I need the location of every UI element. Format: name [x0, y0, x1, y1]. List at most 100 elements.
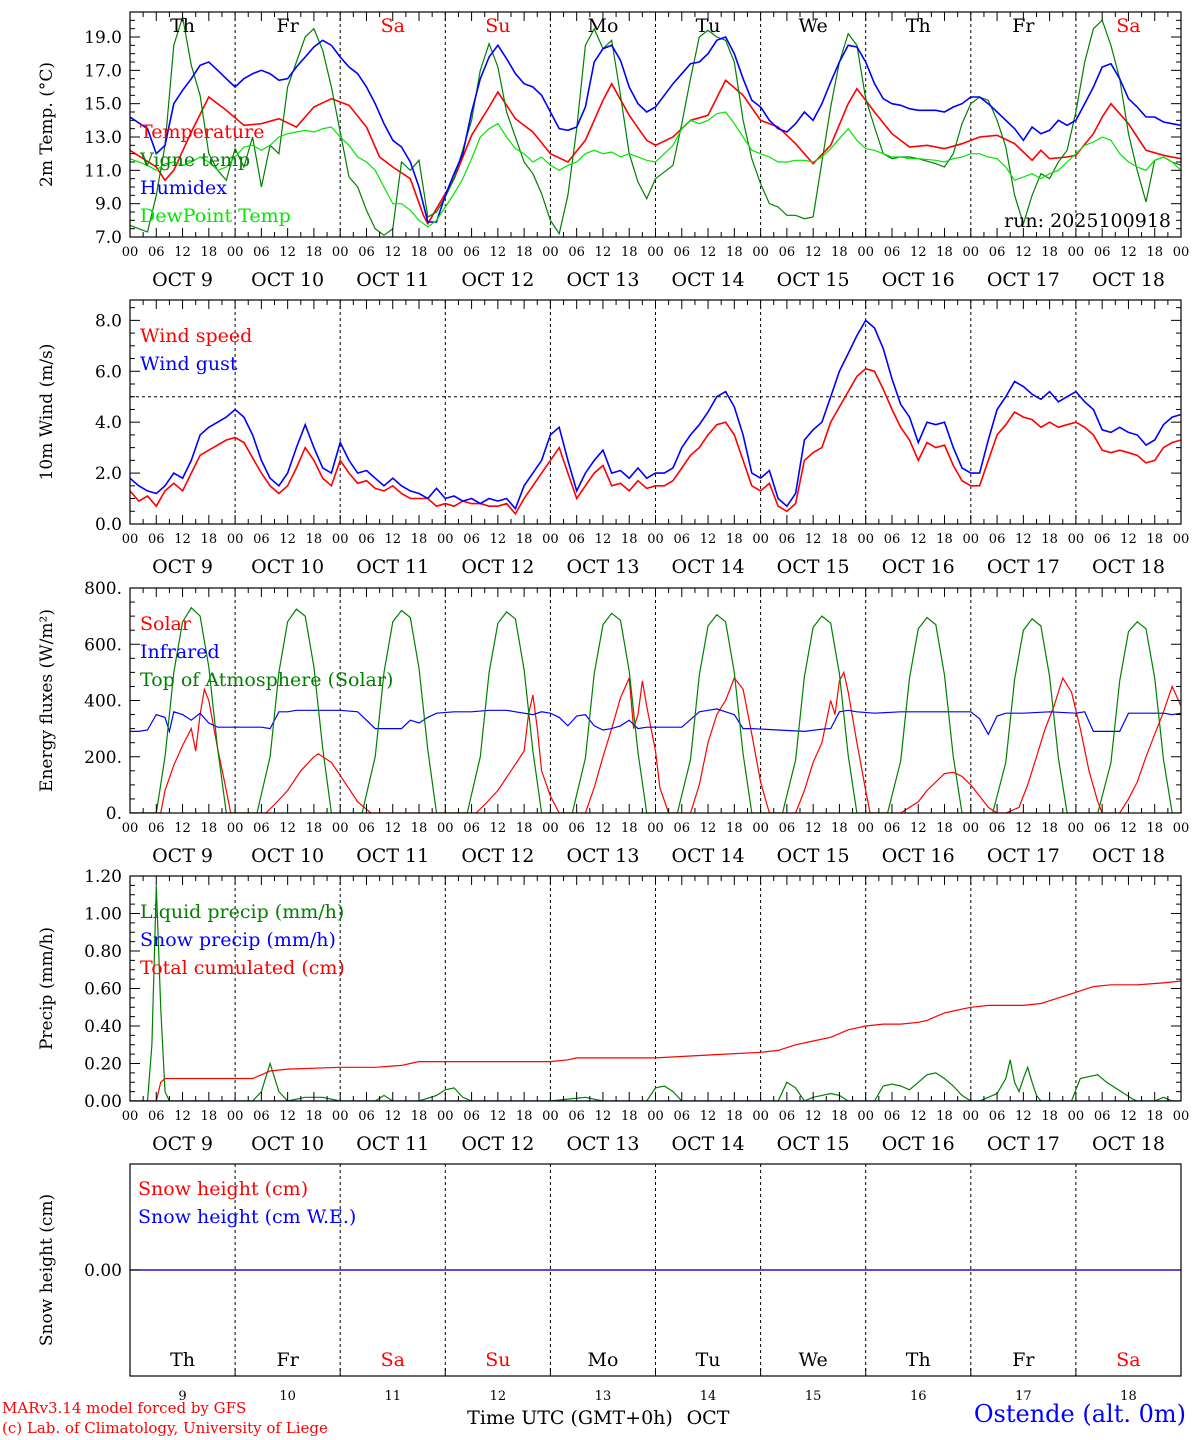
- legend-entry: Wind speed: [140, 325, 252, 347]
- hour-tick-label: 18: [831, 821, 848, 836]
- legend-entry: Temperature: [140, 121, 264, 143]
- hour-tick-label: 00: [1173, 532, 1190, 547]
- hour-tick-label: 00: [857, 532, 874, 547]
- date-label: OCT 13: [566, 845, 639, 867]
- date-label: OCT 12: [461, 269, 534, 291]
- model-credit: MARv3.14 model forced by GFS (c) Lab. of…: [2, 1398, 328, 1438]
- hour-tick-label: 12: [1120, 821, 1137, 836]
- hour-tick-label: 18: [201, 532, 218, 547]
- y-tick-label: 17.0: [84, 61, 122, 81]
- hour-tick-label: 06: [253, 1109, 270, 1124]
- credit-line-2: (c) Lab. of Climatology, University of L…: [2, 1419, 328, 1437]
- hour-tick-label: 18: [201, 245, 218, 260]
- series-line-temp-0: [130, 79, 1181, 226]
- hour-tick-label: 18: [726, 532, 743, 547]
- y-tick-label: 9.0: [95, 195, 122, 215]
- date-label: OCT 14: [672, 556, 745, 578]
- hour-tick-label: 12: [1120, 1109, 1137, 1124]
- legend-entry: Wind gust: [140, 353, 238, 375]
- hour-tick-label: 18: [306, 245, 323, 260]
- day-name: Sa: [1116, 1349, 1140, 1371]
- y-axis-label: 2m Temp. (°C): [37, 62, 57, 187]
- date-label: OCT 11: [356, 556, 429, 578]
- y-tick-label: 0.: [106, 804, 122, 824]
- y-axis-label: Precip (mm/h): [37, 927, 57, 1050]
- hour-tick-label: 12: [910, 245, 927, 260]
- hour-tick-label: 18: [831, 1109, 848, 1124]
- hour-tick-label: 00: [647, 532, 664, 547]
- series-line-temp-3: [130, 111, 1181, 228]
- hour-tick-label: 06: [674, 245, 691, 260]
- series-line-wind-0: [130, 367, 1181, 516]
- hour-tick-label: 12: [910, 1109, 927, 1124]
- hour-tick-label: 06: [674, 1109, 691, 1124]
- hour-tick-label: 18: [306, 532, 323, 547]
- hour-tick-label: 00: [542, 1109, 559, 1124]
- hour-tick-label: 18: [621, 821, 638, 836]
- y-tick-label: 13.0: [84, 128, 122, 148]
- day-name: Th: [170, 15, 195, 37]
- date-label: OCT 10: [251, 845, 324, 867]
- hour-tick-label: 18: [621, 1109, 638, 1124]
- hour-tick-label: 00: [122, 821, 139, 836]
- hour-tick-label: 06: [463, 532, 480, 547]
- series-line-flux-2: [130, 606, 1181, 813]
- day-name: Fr: [277, 1349, 300, 1371]
- hour-tick-label: 00: [332, 532, 349, 547]
- hour-tick-label: 12: [700, 1109, 717, 1124]
- hour-tick-label: 00: [437, 532, 454, 547]
- hour-tick-label: 00: [332, 245, 349, 260]
- hour-tick-label: 06: [674, 532, 691, 547]
- hour-tick-label: 18: [1041, 1109, 1058, 1124]
- hour-tick-label: 18: [516, 1109, 533, 1124]
- y-tick-label: 8.0: [95, 311, 122, 331]
- hour-tick-label: 18: [411, 821, 428, 836]
- y-axis-label: Snow height (cm): [37, 1194, 57, 1346]
- day-name: Sa: [1116, 15, 1140, 37]
- date-label: OCT 9: [152, 845, 213, 867]
- date-label: OCT 12: [461, 845, 534, 867]
- hour-tick-label: 12: [1120, 245, 1137, 260]
- date-label: OCT 18: [1092, 556, 1165, 578]
- y-tick-label: 0.20: [84, 1055, 122, 1075]
- station-name: Ostende (alt. 0m): [973, 1400, 1186, 1428]
- legend-entry: Infrared: [140, 641, 220, 663]
- hour-tick-label: 06: [989, 821, 1006, 836]
- date-label: OCT 11: [356, 1133, 429, 1155]
- y-tick-label: 0.0: [95, 515, 122, 535]
- y-tick-label: 0.00: [84, 1092, 122, 1112]
- panel-snow: 0.00 Snow height (cm) Snow height (cm) Snow…: [37, 1163, 1182, 1429]
- hour-tick-label: 06: [253, 821, 270, 836]
- series-line-temp-1: [130, 16, 1181, 237]
- hour-tick-label: 00: [332, 1109, 349, 1124]
- hour-tick-label: 00: [542, 245, 559, 260]
- day-name: Tu: [696, 15, 721, 37]
- day-name: Sa: [381, 1349, 405, 1371]
- hour-tick-label: 12: [805, 1109, 822, 1124]
- day-name: Fr: [1012, 1349, 1035, 1371]
- hour-tick-label: 06: [358, 1109, 375, 1124]
- day-name: We: [799, 15, 828, 37]
- hour-tick-label: 06: [779, 1109, 796, 1124]
- hour-tick-label: 00: [1173, 1109, 1190, 1124]
- date-label: OCT 15: [777, 556, 850, 578]
- series-line-precip-2: [130, 980, 1181, 1101]
- run-label: run: 2025100918: [1004, 210, 1171, 232]
- day-name: Mo: [587, 1349, 618, 1371]
- hour-tick-label: 06: [568, 245, 585, 260]
- hour-tick-label: 12: [279, 245, 296, 260]
- hour-tick-label: 18: [516, 532, 533, 547]
- hour-tick-label: 00: [963, 532, 980, 547]
- hour-tick-label: 12: [910, 821, 927, 836]
- hour-tick-label: 18: [936, 1109, 953, 1124]
- y-tick-label: 0.80: [84, 942, 122, 962]
- day-number-label: 12: [490, 1389, 507, 1404]
- hour-tick-label: 18: [411, 532, 428, 547]
- x-axis-label: Time UTC (GMT+0h): [467, 1407, 673, 1429]
- hour-tick-label: 00: [857, 245, 874, 260]
- hour-tick-label: 00: [227, 1109, 244, 1124]
- hour-tick-label: 06: [568, 1109, 585, 1124]
- hour-tick-label: 06: [253, 532, 270, 547]
- hour-tick-label: 00: [857, 821, 874, 836]
- hour-tick-label: 06: [148, 821, 165, 836]
